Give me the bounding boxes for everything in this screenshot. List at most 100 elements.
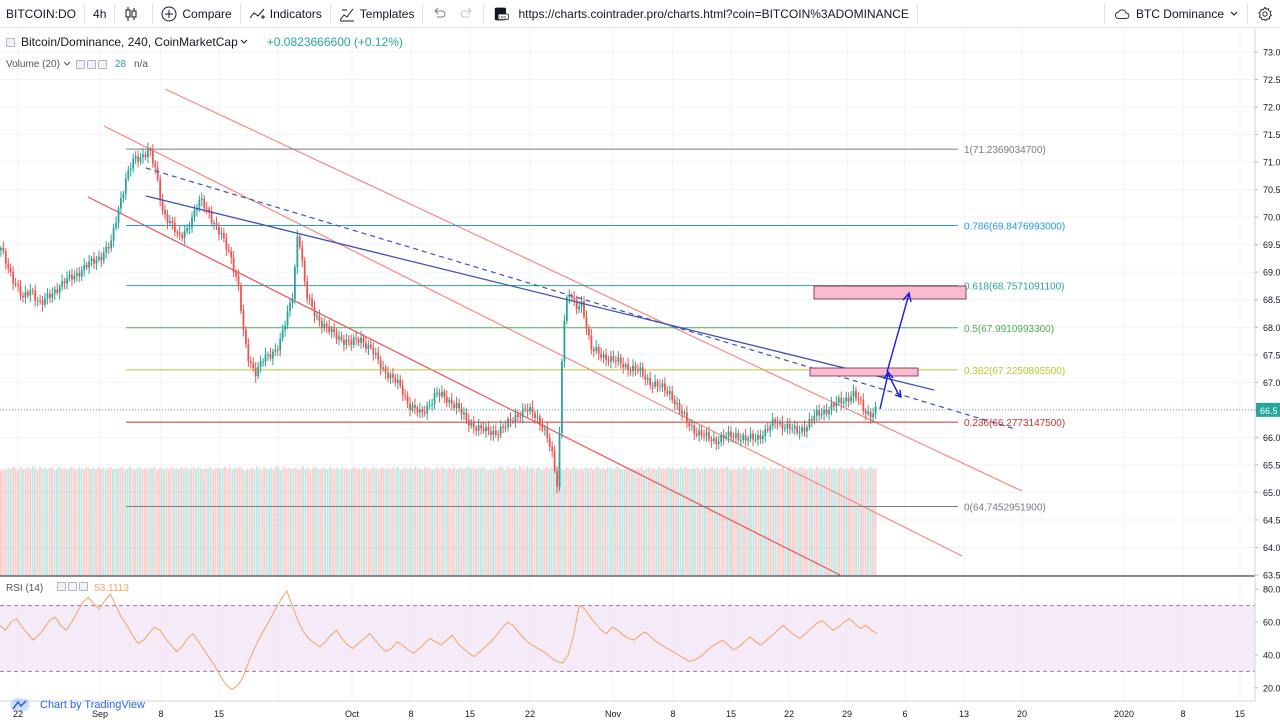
candle-body [441,391,443,397]
rsi-label[interactable]: RSI (14) [6,582,44,594]
close-icon[interactable] [97,59,107,69]
candle-body [245,329,247,345]
candle-body [850,396,852,402]
volume-bar [838,468,840,575]
close-icon[interactable] [79,582,89,591]
volume-bar [148,467,151,575]
candle-body [588,328,590,336]
volume-bar [601,468,604,575]
eye-icon[interactable] [57,582,67,591]
volume-bar [769,466,772,575]
volume-bar [638,468,641,575]
volume-bar [560,468,563,575]
candle-body [757,434,759,440]
volume-bar [626,467,629,575]
volume-label[interactable]: Volume (20) [6,58,60,70]
channel-upper-line [164,88,1023,492]
volume-bar [828,467,831,575]
candle-body [862,399,865,411]
candle-body [247,344,250,362]
candle-body [546,428,549,438]
candle-body [698,430,701,436]
volume-bar [467,466,470,575]
price-tick-label: 64.5 [1263,515,1280,525]
chart-area[interactable]: 1(71.2369034700) 0.786(69.8476993000) 0.61… [0,29,1280,720]
volume-bar [370,468,373,575]
redo-button[interactable] [453,0,481,28]
candle-body [75,272,78,276]
volume-bar [214,468,217,575]
candle-body [507,418,509,428]
chart-style-button[interactable] [117,0,150,28]
tradingview-branding[interactable]: Chart by TradingView [10,698,145,712]
symbol-search-button[interactable]: BITCOIN:DO [0,0,82,28]
templates-button[interactable]: Templates [333,0,421,28]
candle-body [769,426,772,431]
indicators-button[interactable]: Indicators [243,0,328,28]
volume-bar [338,469,341,575]
price-tick-label: 71.0 [1263,158,1280,168]
volume-bar [404,467,407,575]
candle-body [874,406,877,414]
volume-bar [850,467,853,575]
volume-bar [801,466,804,575]
candle-body [235,272,237,277]
volume-bar [177,469,180,575]
candle-body [406,395,409,404]
volume-bar [336,467,339,575]
volume-bar [104,469,107,575]
price-tick-label: 71.5 [1263,130,1280,140]
settings-button[interactable] [1250,0,1280,28]
volume-bar [674,469,677,575]
series-title[interactable]: Bitcoin/Dominance, 240, CoinMarketCap [21,35,238,49]
time-tick-label: 22 [525,709,535,719]
candle-body [644,375,647,380]
volume-bar [433,468,436,575]
watchlist-button[interactable]: BTC Dominance [1107,0,1245,28]
settings-icon[interactable] [68,582,78,591]
volume-bar [684,466,687,575]
candle-body [4,251,7,264]
volume-bar [735,469,738,575]
chevron-down-icon[interactable] [62,56,72,72]
volume-bar [774,467,777,575]
candle-body [63,281,66,284]
settings-icon[interactable] [86,59,96,69]
volume-bar [280,469,283,575]
volume-bar [682,468,685,575]
candle-body [2,247,5,252]
eye-icon[interactable] [75,59,85,69]
chart-canvas[interactable]: 1(71.2369034700) 0.786(69.8476993000) 0.61… [0,29,1280,720]
volume-bar [26,467,29,575]
candle-body [377,352,380,360]
candle-body [448,399,451,403]
candle-body [739,439,742,441]
candle-body [36,300,39,302]
volume-bar [431,469,434,575]
legend-collapse-icon[interactable] [6,37,15,47]
volume-bar [41,468,44,575]
candle-body [700,430,703,436]
rsi-legend: RSI (14) 53.1113 [6,582,129,594]
compare-button[interactable]: Compare [155,0,237,28]
interval-button[interactable]: 4h [87,0,112,28]
undo-button[interactable] [425,0,453,28]
volume-bar [665,469,668,575]
candle-body [634,365,637,370]
candle-body [516,414,519,417]
candle-body [622,363,625,368]
candle-body [661,383,664,387]
volume-bar [377,469,380,575]
chevron-down-icon[interactable] [239,34,249,50]
candle-body [539,416,541,425]
candle-body [365,342,367,349]
volume-bar [630,468,633,575]
volume-bar [589,467,592,575]
time-tick-label: 20 [1017,709,1027,719]
share-url-button[interactable]: URL https://charts.cointrader.pro/charts… [486,0,914,28]
undo-icon [431,6,447,22]
candle-body [864,410,867,414]
volume-bar [504,469,507,575]
candle-body [823,409,825,414]
candle-body [105,246,108,253]
